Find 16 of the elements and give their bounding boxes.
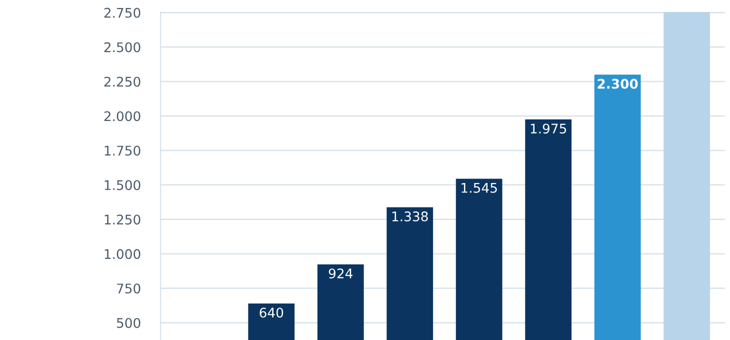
y-tick-label: 1.000 — [104, 249, 140, 260]
data-label: 2.300 — [598, 78, 638, 89]
y-tick-label: 1.750 — [104, 146, 140, 156]
y-tick-label: 2.750 — [104, 8, 140, 18]
y-tick-label: 2.000 — [104, 111, 140, 122]
y-tick-label: 1.250 — [104, 214, 140, 225]
y-tick-label: 2.250 — [104, 76, 140, 87]
data-label: 924 — [328, 268, 352, 278]
y-tick-label: 500 — [116, 318, 140, 328]
data-label: 1.338 — [392, 211, 428, 222]
data-label: 640 — [260, 308, 284, 318]
y-tick-label: 750 — [117, 284, 140, 294]
data-label: 1.975 — [530, 124, 566, 134]
y-tick-label: 1.500 — [104, 180, 140, 190]
y-tick-label: 2.500 — [104, 42, 140, 52]
data-label: 1.545 — [462, 183, 497, 193]
